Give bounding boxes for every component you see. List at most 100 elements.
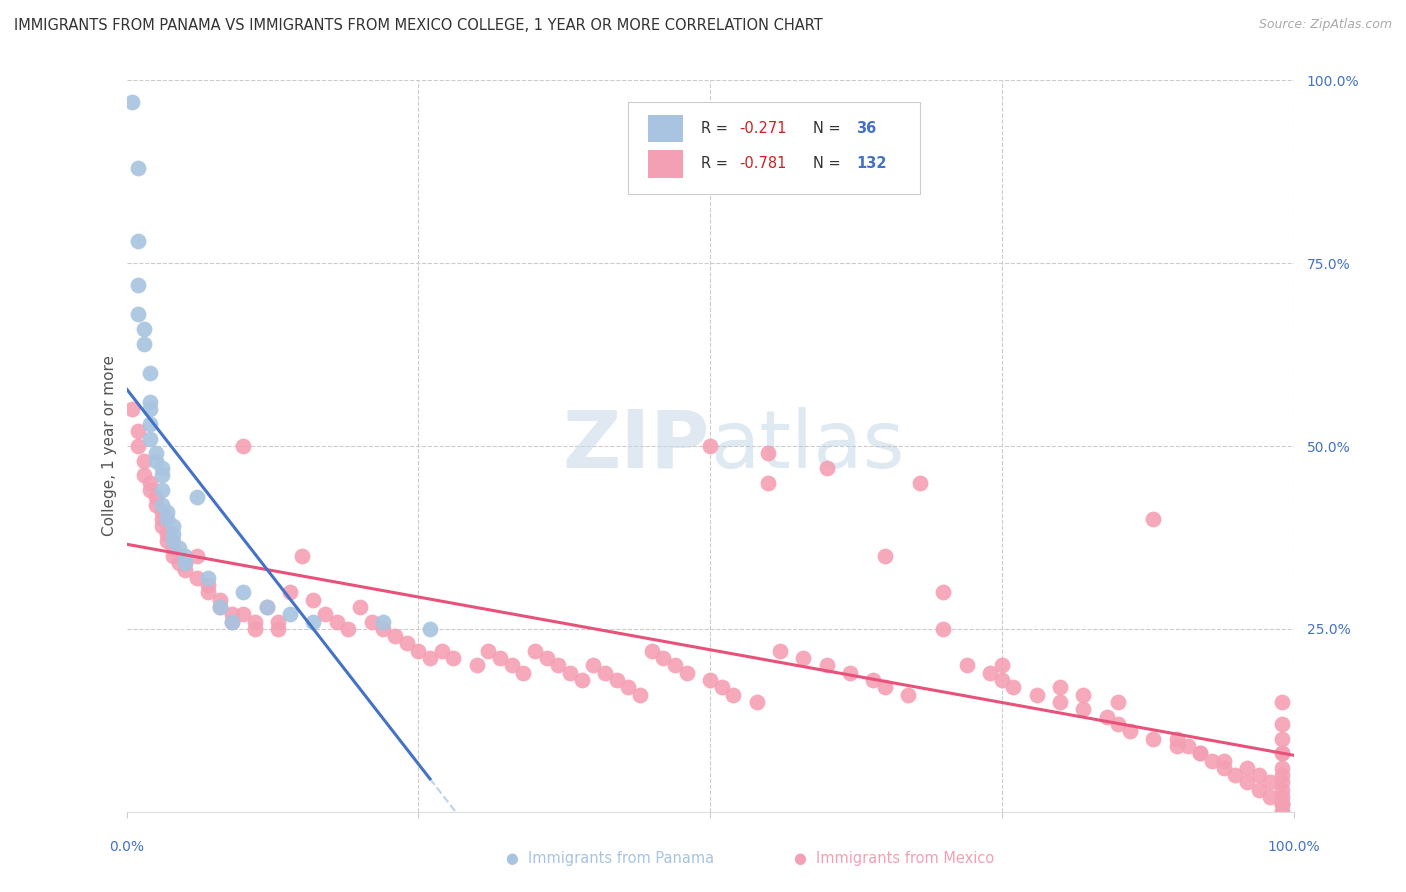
- Point: [990, 673, 1012, 687]
- Point: [908, 475, 931, 490]
- Point: [1271, 790, 1294, 805]
- Point: [127, 425, 149, 439]
- Point: [139, 483, 162, 497]
- Point: [1212, 754, 1234, 768]
- Point: [139, 402, 162, 417]
- Point: [1177, 739, 1199, 753]
- Point: [1073, 688, 1095, 702]
- Point: [1271, 761, 1294, 775]
- Point: [489, 651, 512, 665]
- Point: [815, 658, 838, 673]
- Point: [1258, 775, 1281, 789]
- Text: N =: N =: [813, 121, 841, 136]
- Text: R =: R =: [700, 121, 727, 136]
- Point: [174, 549, 197, 563]
- Point: [1271, 805, 1294, 819]
- Point: [710, 681, 733, 695]
- Text: 132: 132: [856, 156, 886, 171]
- Point: [1271, 797, 1294, 812]
- Point: [1025, 688, 1047, 702]
- Point: [617, 681, 640, 695]
- Point: [477, 644, 499, 658]
- Text: 36: 36: [856, 121, 876, 136]
- Point: [208, 599, 231, 614]
- Point: [267, 615, 290, 629]
- Text: -0.781: -0.781: [740, 156, 786, 171]
- Point: [243, 622, 266, 636]
- Point: [606, 673, 628, 687]
- Point: [150, 512, 173, 526]
- Point: [1108, 695, 1130, 709]
- Point: [1258, 790, 1281, 805]
- Point: [1002, 681, 1025, 695]
- Point: [839, 665, 862, 680]
- Point: [1142, 731, 1164, 746]
- Point: [547, 658, 569, 673]
- Point: [150, 468, 173, 483]
- Point: [664, 658, 686, 673]
- Point: [769, 644, 792, 658]
- Point: [1271, 805, 1294, 819]
- Point: [641, 644, 664, 658]
- Point: [1119, 724, 1142, 739]
- Text: IMMIGRANTS FROM PANAMA VS IMMIGRANTS FROM MEXICO COLLEGE, 1 YEAR OR MORE CORRELA: IMMIGRANTS FROM PANAMA VS IMMIGRANTS FRO…: [14, 18, 823, 33]
- Point: [745, 695, 768, 709]
- Y-axis label: College, 1 year or more: College, 1 year or more: [103, 356, 117, 536]
- FancyBboxPatch shape: [648, 150, 683, 178]
- Point: [243, 615, 266, 629]
- Point: [278, 607, 301, 622]
- Text: N =: N =: [813, 156, 841, 171]
- Point: [139, 432, 162, 446]
- Point: [156, 505, 179, 519]
- Point: [1049, 695, 1071, 709]
- Text: ●  Immigrants from Panama: ● Immigrants from Panama: [506, 851, 714, 865]
- Point: [419, 622, 441, 636]
- Point: [232, 585, 254, 599]
- Point: [1271, 717, 1294, 731]
- Point: [956, 658, 979, 673]
- Point: [127, 439, 149, 453]
- Point: [186, 549, 208, 563]
- Point: [815, 461, 838, 475]
- Point: [132, 322, 155, 336]
- FancyBboxPatch shape: [628, 103, 920, 194]
- Point: [990, 658, 1012, 673]
- Point: [127, 161, 149, 175]
- Point: [523, 644, 546, 658]
- Point: [197, 571, 219, 585]
- Point: [302, 592, 325, 607]
- Point: [932, 622, 955, 636]
- Point: [536, 651, 558, 665]
- Point: [1212, 761, 1234, 775]
- Point: [145, 490, 167, 504]
- Point: [419, 651, 441, 665]
- Point: [1108, 717, 1130, 731]
- Point: [127, 278, 149, 293]
- Point: [699, 439, 721, 453]
- Point: [167, 556, 190, 570]
- Point: [395, 636, 418, 650]
- Point: [430, 644, 453, 658]
- Point: [349, 599, 371, 614]
- Point: [221, 615, 243, 629]
- Point: [208, 592, 231, 607]
- Point: [384, 629, 406, 643]
- Point: [792, 651, 814, 665]
- Point: [156, 534, 179, 549]
- Point: [1142, 512, 1164, 526]
- Point: [302, 615, 325, 629]
- Point: [132, 336, 155, 351]
- Point: [221, 615, 243, 629]
- Point: [290, 549, 312, 563]
- Point: [1271, 768, 1294, 782]
- Point: [465, 658, 488, 673]
- Point: [150, 505, 173, 519]
- Point: [174, 563, 197, 577]
- Point: [156, 526, 179, 541]
- FancyBboxPatch shape: [648, 115, 683, 143]
- Point: [278, 585, 301, 599]
- Point: [756, 475, 779, 490]
- Point: [501, 658, 523, 673]
- Point: [174, 556, 197, 570]
- Point: [1271, 782, 1294, 797]
